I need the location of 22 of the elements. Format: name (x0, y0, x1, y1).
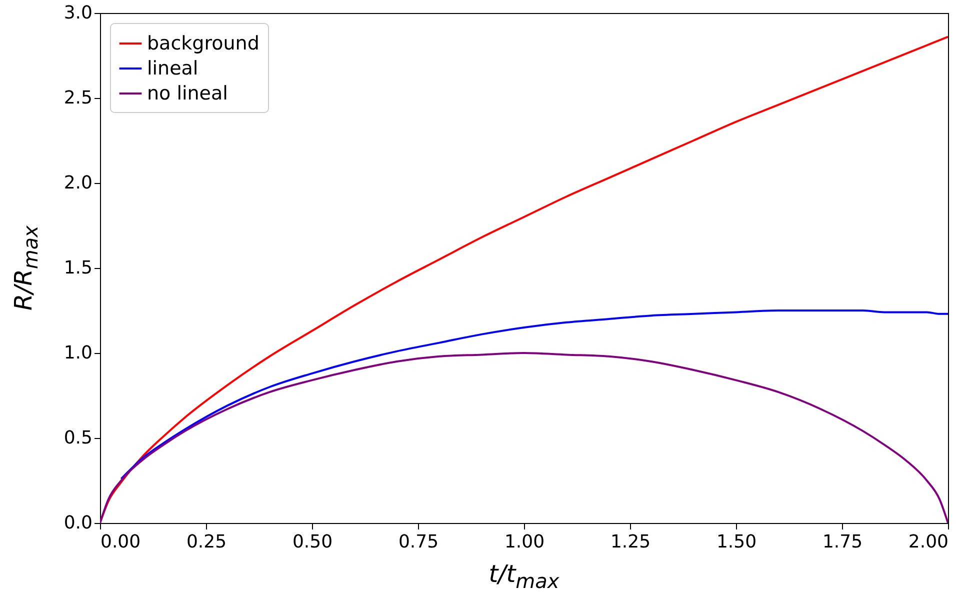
y-tick-label: 2.5 (64, 88, 92, 108)
y-tick-label: 0.5 (64, 428, 92, 448)
y-tick-label: 1.0 (64, 342, 92, 364)
y-tick-label: 3.0 (64, 2, 92, 24)
line-series (100, 352, 948, 523)
legend-label: background (147, 32, 260, 54)
y-tick-label: 0.0 (64, 512, 92, 534)
line-series (120, 310, 948, 480)
x-axis-title: t/t$_{max}$ (488, 560, 560, 593)
y-tick-label: 2.0 (64, 172, 92, 194)
x-tick-label: 0.00 (100, 532, 141, 552)
x-tick-label: 1.50 (716, 532, 757, 552)
x-tick-label: 2.00 (908, 532, 948, 552)
legend-label: no lineal (147, 82, 228, 104)
x-tick-label: 1.25 (610, 532, 651, 552)
y-tick-label: 1.5 (64, 258, 92, 278)
x-tick-label: 0.75 (398, 532, 439, 552)
x-tick-label: 1.75 (822, 532, 863, 552)
x-tick-label: 0.25 (186, 532, 227, 552)
x-tick-label: 0.50 (292, 532, 333, 552)
legend-label: lineal (147, 58, 198, 80)
x-tick-label: 1.00 (504, 532, 545, 552)
